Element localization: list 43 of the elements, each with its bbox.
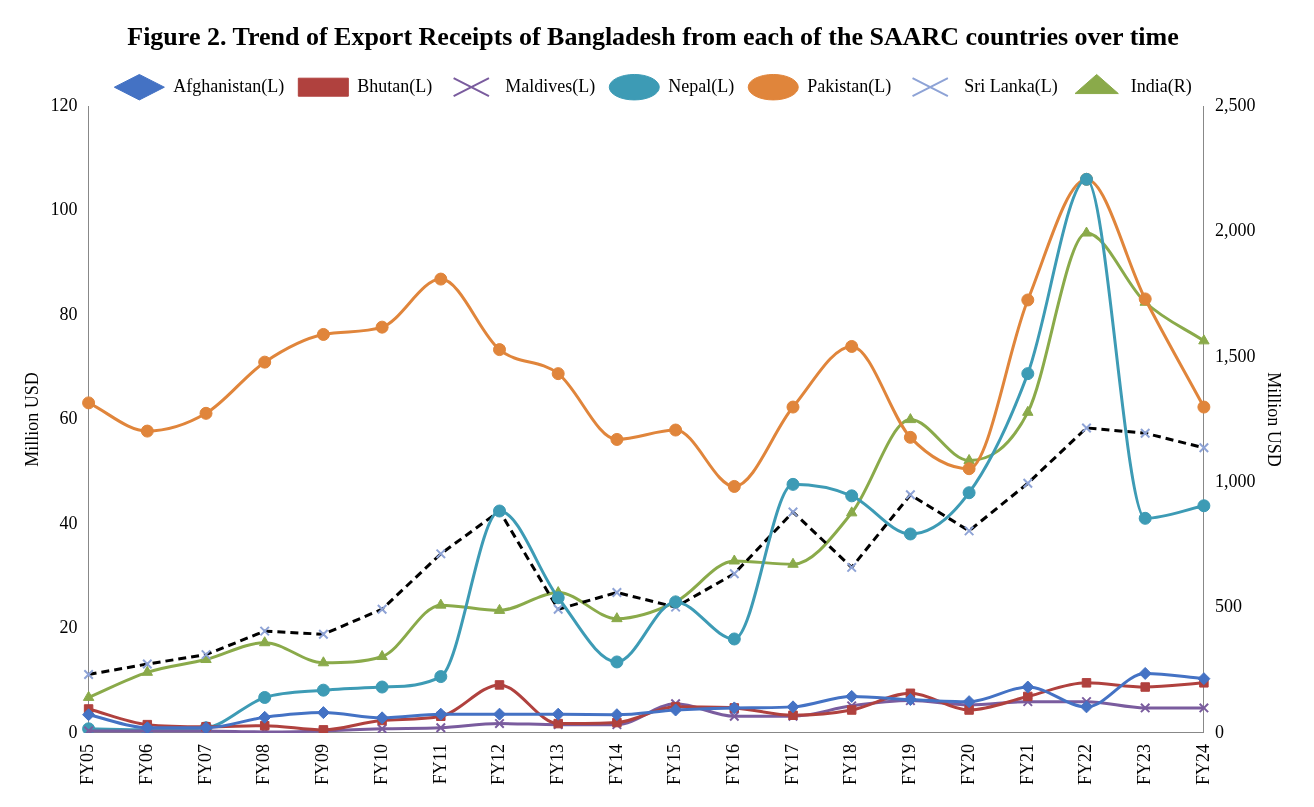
legend-label: Nepal(L) — [668, 75, 735, 97]
x-tick-label: FY24 — [1192, 743, 1213, 786]
x-tick-label: FY19 — [899, 743, 920, 786]
x-tick-label: FY10 — [370, 743, 391, 786]
y2-tick-label: 2,500 — [1214, 94, 1256, 115]
x-tick-label: FY20 — [957, 743, 978, 786]
y2-tick-label: 1,500 — [1214, 345, 1256, 366]
x-tick-label: FY06 — [136, 743, 157, 786]
x-tick-label: FY17 — [781, 743, 802, 786]
x-tick-label: FY23 — [1133, 743, 1154, 786]
x-tick-label: FY15 — [664, 743, 685, 786]
x-tick-label: FY05 — [77, 743, 98, 786]
y-tick-label: 0 — [68, 721, 78, 742]
y-tick-label: 100 — [50, 199, 78, 220]
legend-label: Maldives(L) — [505, 75, 596, 97]
y-tick-label: 20 — [59, 617, 78, 638]
y-tick-label: 60 — [59, 408, 78, 429]
x-tick-label: FY11 — [429, 743, 450, 785]
y-tick-label: 120 — [50, 94, 78, 115]
y2-tick-label: 2,000 — [1214, 220, 1256, 241]
legend-label: Sri Lanka(L) — [964, 75, 1058, 97]
y-axis-title: Million USD — [21, 372, 42, 467]
x-tick-label: FY14 — [605, 743, 626, 786]
x-tick-label: FY13 — [546, 743, 567, 786]
y-tick-label: 40 — [59, 512, 78, 533]
x-tick-label: FY12 — [488, 743, 509, 786]
legend-label: Afghanistan(L) — [173, 75, 285, 97]
y2-tick-label: 1,000 — [1214, 471, 1256, 492]
y-tick-label: 80 — [59, 303, 78, 324]
x-tick-label: FY21 — [1016, 743, 1037, 786]
x-tick-label: FY08 — [253, 743, 274, 786]
y2-tick-label: 500 — [1214, 596, 1242, 617]
x-tick-label: FY22 — [1075, 743, 1096, 786]
x-tick-label: FY16 — [723, 743, 744, 786]
legend-label: Pakistan(L) — [807, 75, 892, 97]
y2-axis-title: Million USD — [1264, 372, 1285, 467]
x-tick-label: FY18 — [840, 743, 861, 786]
x-tick-label: FY09 — [312, 743, 333, 786]
chart-title: Figure 2. Trend of Export Receipts of Bangladesh from each of the SAARC countries over time — [127, 22, 1179, 52]
legend-label: India(R) — [1130, 75, 1192, 97]
y2-tick-label: 0 — [1214, 721, 1224, 742]
x-tick-label: FY07 — [194, 743, 215, 786]
legend-label: Bhutan(L) — [357, 75, 433, 97]
